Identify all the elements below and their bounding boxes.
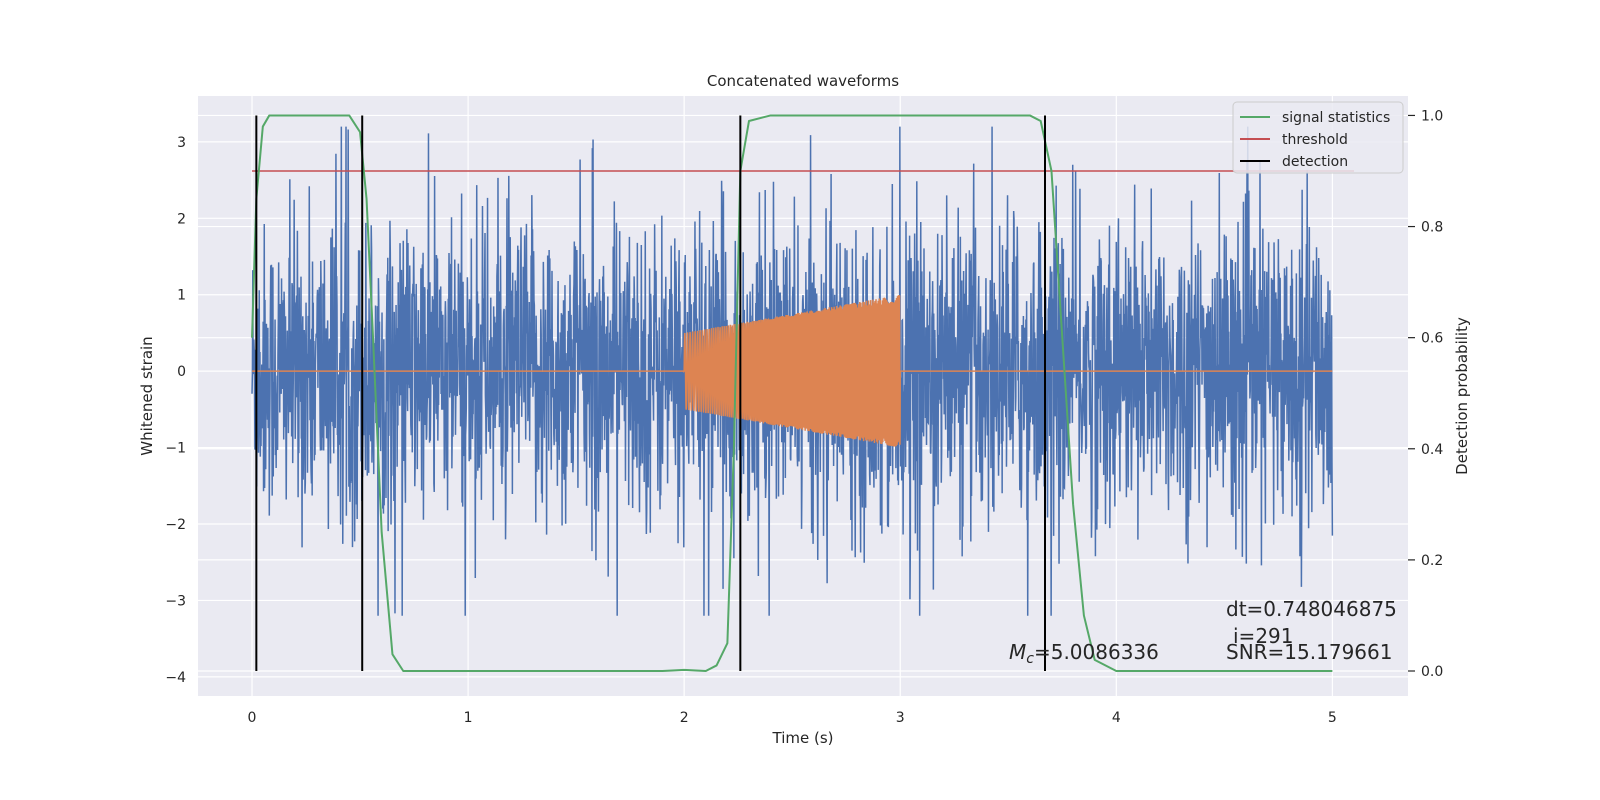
legend-item-signal-statistics: signal statistics [1282,110,1390,126]
x-tick-label: 3 [896,710,905,726]
x-tick-label: 0 [248,710,257,726]
y-tick-label: −1 [165,441,186,457]
annotations: Mc=5.0086336 dt=0.748046875 i=291SNR=15.17… [1009,597,1397,667]
strain-line [251,126,1334,616]
x-axis: 0 1 2 3 4 5 [248,710,1337,726]
y-right-tick-label: 0.0 [1421,664,1443,680]
y-tick-label: −3 [165,593,186,609]
y-tick-label: −4 [165,670,186,686]
y-right-tick-label: 1.0 [1421,108,1443,124]
y-right-tick-label: 0.6 [1421,331,1443,347]
index-annotation: i=291 [1233,624,1294,648]
x-tick-label: 4 [1112,710,1121,726]
legend: signal statistics threshold detection [1232,101,1404,174]
y-axis-right: 0.0 0.2 0.4 0.6 0.8 1.0 [1408,108,1443,680]
y-tick-label: 2 [177,211,186,227]
snr-annotation: SNR=15.179661 [1226,640,1392,664]
signal-statistics-line [251,114,1333,672]
y-tick-label: 0 [177,364,186,380]
x-tick-label: 2 [680,710,689,726]
legend-item-detection: detection [1282,154,1348,170]
y-right-tick-label: 0.4 [1421,442,1443,458]
y-tick-label: 3 [177,135,186,151]
chart-title: Concatenated waveforms [707,72,899,90]
y-tick-label: 1 [177,288,186,304]
chirp-mass-annotation: Mc=5.0086336 [1009,640,1159,667]
x-tick-label: 5 [1328,710,1337,726]
legend-item-threshold: threshold [1282,132,1348,148]
y-axis-label: Whitened strain [138,336,156,455]
legend-box [1232,101,1404,174]
x-tick-label: 1 [464,710,473,726]
dt-annotation: dt=0.748046875 [1226,597,1397,621]
injection-chirp-line [252,295,1333,447]
y-axis-left: −4 −3 −2 −1 0 1 2 3 [165,135,186,686]
y-axis-right-label: Detection probability [1453,317,1471,475]
x-axis-label: Time (s) [772,729,834,747]
data-layer [251,114,1354,672]
y-right-tick-label: 0.2 [1421,553,1443,569]
y-right-tick-label: 0.8 [1421,220,1443,236]
y-tick-label: −2 [165,517,186,533]
